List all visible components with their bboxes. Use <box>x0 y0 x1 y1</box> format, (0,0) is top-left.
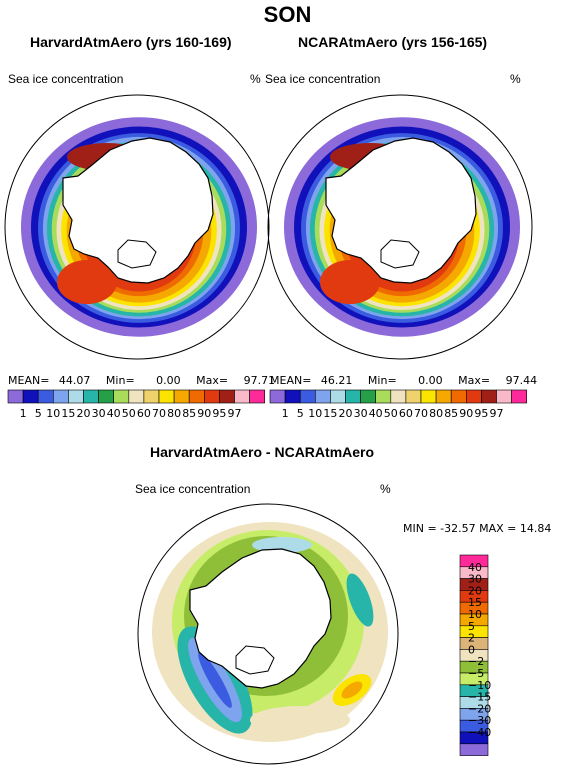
page-title: SON <box>263 2 312 27</box>
panel-1-stats: MEAN= 44.07 Min= 0.00 Max= 97.71 <box>8 374 275 387</box>
panel-2-variable: Sea ice concentration <box>265 72 381 86</box>
colorbar-tick-label: 20 <box>339 407 353 420</box>
panel-1-mean-label: MEAN= <box>8 374 50 387</box>
colorbar-tick-label: 0 <box>468 643 475 656</box>
panel-2-stats: MEAN= 46.21 Min= 0.00 Max= 97.44 <box>270 374 537 387</box>
map-difference-outline <box>137 503 399 765</box>
map-ncar-outline <box>267 94 533 360</box>
panel-2-units: % <box>510 72 521 86</box>
diff-stats: MIN = -32.57 MAX = 14.84 <box>403 522 552 535</box>
colorbar-tick-label: 1 <box>282 407 289 420</box>
colorbar-tick-label: 10 <box>308 407 322 420</box>
colorbar-tick-label: −5 <box>468 667 484 680</box>
colorbar-tick-label: 15 <box>468 596 482 609</box>
colorbar-tick-label: −10 <box>468 679 491 692</box>
colorbar-tick-label: 70 <box>414 407 428 420</box>
colorbar-tick-label: 85 <box>182 407 196 420</box>
panel-2-min-value: 0.00 <box>418 374 443 387</box>
colorbar-tick-label: 95 <box>212 407 226 420</box>
panel-1-min-label: Min= <box>105 374 135 387</box>
colorbar-tick-label: 50 <box>384 407 398 420</box>
antarctica-shelf <box>380 239 420 269</box>
panel-2-mean-label: MEAN= <box>270 374 312 387</box>
colorbar-tick-label: 80 <box>429 407 443 420</box>
colorbar-tick-label: 5 <box>468 620 475 633</box>
colorbar-tick-label: −40 <box>468 726 491 739</box>
antarctica-coast <box>62 137 214 284</box>
anomaly-contour <box>250 706 350 734</box>
colorbar-tick-label: 97 <box>228 407 242 420</box>
anomaly-contour <box>252 537 312 553</box>
panel-1-mean-value: 44.07 <box>58 374 91 387</box>
colorbar-tick-label: −15 <box>468 691 491 704</box>
colorbar-tick-label: 15 <box>323 407 337 420</box>
antarctica-shelf <box>117 239 157 269</box>
anomaly-contour <box>198 652 232 708</box>
colorbar-tick-label: 90 <box>459 407 473 420</box>
panel-1-min-value: 0.00 <box>156 374 181 387</box>
colorbar-tick-label: 30 <box>468 573 482 586</box>
colorbar-tick-label: 50 <box>122 407 136 420</box>
anomaly-contour <box>341 681 363 699</box>
colorbar-tick-label: 30 <box>354 407 368 420</box>
panel-1-max-label: Max= <box>196 374 229 387</box>
colorbar-tick-label: 5 <box>35 407 42 420</box>
antarctica-coast <box>325 137 477 284</box>
colorbar-tick-label: −2 <box>468 655 484 668</box>
panel-2-mean-value: 46.21 <box>320 374 353 387</box>
panel-2-title: NCARAtmAero (yrs 156-165) <box>298 34 488 50</box>
ice-contour <box>320 260 380 304</box>
colorbar-tick-label: 30 <box>92 407 106 420</box>
colorbar-tick-label: 80 <box>167 407 181 420</box>
colorbar-tick-label: 95 <box>474 407 488 420</box>
colorbar-tick-label: −30 <box>468 714 491 727</box>
anomaly-contour <box>346 573 374 627</box>
antarctica-coast <box>189 548 332 689</box>
diff-units: % <box>380 482 391 496</box>
panel-1-variable: Sea ice concentration <box>8 72 124 86</box>
colorbar-tick-label: 40 <box>107 407 121 420</box>
colorbar-tick-label: 85 <box>444 407 458 420</box>
panel-2-min-label: Min= <box>367 374 397 387</box>
colorbar-tick-label: 60 <box>137 407 151 420</box>
ice-contour <box>57 260 117 304</box>
colorbar-tick-label: 10 <box>46 407 60 420</box>
antarctica-shelf <box>235 645 275 675</box>
colorbar-tick-label: 60 <box>399 407 413 420</box>
colorbar-swatch <box>249 389 266 404</box>
panel-1-title: HarvardAtmAero (yrs 160-169) <box>30 34 232 50</box>
colorbar-tick-label: 2 <box>468 632 475 645</box>
colorbar-tick-label: 97 <box>490 407 504 420</box>
colorbar-tick-label: 40 <box>468 561 482 574</box>
diff-variable: Sea ice concentration <box>135 482 251 496</box>
panel-2-max-value: 97.44 <box>505 374 538 387</box>
colorbar-tick-label: 20 <box>468 584 482 597</box>
colorbar-swatch <box>459 743 489 756</box>
diff-title: HarvardAtmAero - NCARAtmAero <box>150 444 375 460</box>
panel-2-max-label: Max= <box>458 374 491 387</box>
colorbar-tick-label: 15 <box>61 407 75 420</box>
colorbar-swatch <box>511 389 528 404</box>
panel-1-max-value: 97.71 <box>243 374 276 387</box>
colorbar-tick-label: 90 <box>197 407 211 420</box>
colorbar-tick-label: 1 <box>20 407 27 420</box>
colorbar-tick-label: 10 <box>468 608 482 621</box>
map-harvard-outline <box>4 94 270 360</box>
colorbar-tick-label: 70 <box>152 407 166 420</box>
panel-1-units: % <box>250 72 261 86</box>
colorbar-tick-label: 40 <box>369 407 383 420</box>
colorbar-tick-label: 20 <box>77 407 91 420</box>
colorbar-tick-label: −20 <box>468 702 491 715</box>
colorbar-tick-label: 5 <box>297 407 304 420</box>
